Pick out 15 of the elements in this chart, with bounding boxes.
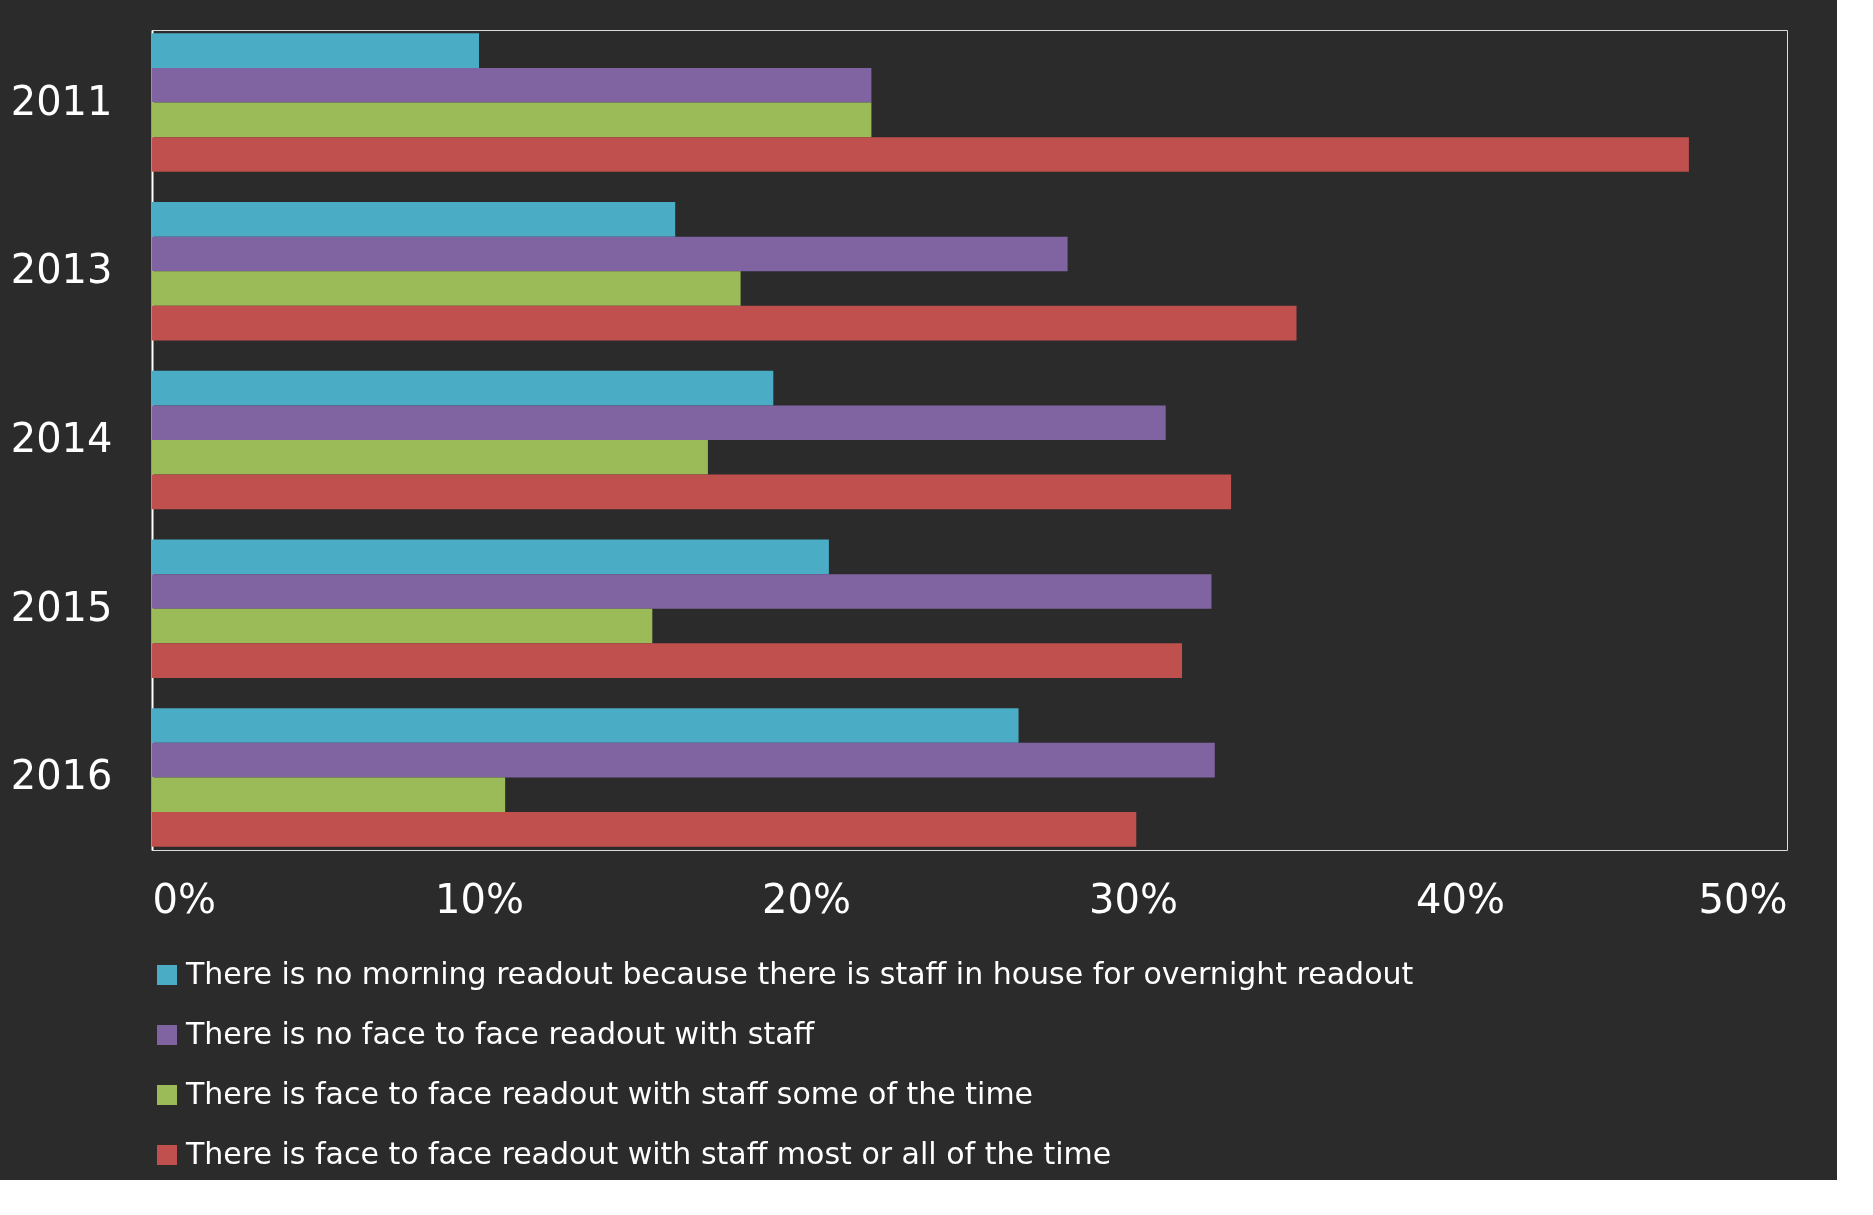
- y-tick-label: 2016: [10, 752, 113, 799]
- x-tick-label: 0%: [152, 875, 216, 922]
- legend-label: There is no morning readout because there is staff in house for overnight readout: [185, 956, 1414, 991]
- x-tick-label: 50%: [1698, 875, 1788, 922]
- x-tick-label: 10%: [435, 875, 524, 922]
- y-tick-label: 2015: [10, 583, 113, 630]
- legend-label: There is face to face readout with staff most or all of the time: [185, 1136, 1112, 1171]
- x-tick-label: 20%: [762, 875, 851, 922]
- y-tick-label: 2014: [10, 415, 113, 461]
- legend-label: There is no face to face readout with staff: [185, 1016, 816, 1051]
- y-tick-label: 2011: [10, 77, 113, 124]
- x-tick-label: 30%: [1089, 875, 1178, 922]
- y-tick-label: 2013: [10, 246, 113, 293]
- x-tick-label: 40%: [1416, 875, 1505, 922]
- legend-label: There is face to face readout with staff some of the time: [185, 1076, 1034, 1111]
